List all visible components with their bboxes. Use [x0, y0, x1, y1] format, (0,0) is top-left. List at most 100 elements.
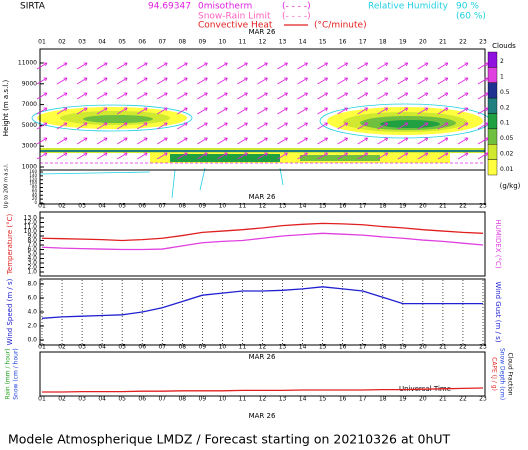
x-tick-label: 15: [319, 39, 327, 46]
legend-style: (- - - -): [282, 12, 311, 22]
x-tick-label: 14: [299, 344, 307, 351]
wind-arrow: [257, 92, 268, 100]
y-tick-label: 60: [32, 188, 38, 193]
colorbar-label: 0.2: [500, 104, 510, 111]
wind-arrow: [56, 77, 68, 85]
wind-arrow: [137, 62, 148, 70]
y-tick-label: 9.0: [27, 233, 37, 240]
colorbar-label: 0.5: [500, 89, 510, 96]
x-tick-label: 05: [118, 39, 126, 46]
x-tick-label: 22: [459, 396, 467, 403]
y2-axis-label: Wind Gust (m / s): [494, 281, 502, 342]
wind-arrow: [217, 137, 228, 145]
wind-arrow: [96, 152, 108, 160]
wind-arrow: [157, 137, 168, 145]
x-tick-label: 13: [279, 203, 287, 210]
station: SIRTA: [20, 2, 46, 12]
y-tick-label: 3000: [22, 143, 37, 150]
y-tick-label: 20: [32, 196, 38, 201]
date-label: MAR 26: [249, 412, 276, 420]
wind-arrow: [437, 62, 449, 70]
wind-arrow: [56, 107, 68, 115]
wind-arrow: [277, 62, 288, 70]
wind-arrow: [76, 62, 88, 70]
x-tick-label: 23: [479, 39, 487, 46]
wind-arrow: [137, 77, 148, 85]
wind-arrow: [337, 77, 349, 85]
x-tick-label: 09: [199, 203, 207, 210]
wind-arrow: [457, 92, 469, 100]
x-tick-label: 02: [58, 396, 66, 403]
x-tick-label: 06: [138, 203, 146, 210]
wind-arrow: [96, 107, 108, 115]
wind-arrow: [437, 137, 449, 145]
y-tick-label: 0.0: [27, 337, 37, 344]
wind-arrow: [197, 77, 208, 85]
wind-arrow: [157, 77, 168, 85]
wind-arrow: [237, 122, 248, 130]
y-tick-label: 140: [29, 173, 37, 178]
wind-arrow: [177, 92, 188, 100]
wind-arrow: [317, 152, 328, 160]
x-tick-label: 06: [138, 39, 146, 46]
wind-arrow: [457, 62, 469, 70]
wind-arrow: [457, 152, 469, 160]
x-tick-label: 10: [219, 344, 227, 351]
wind-arrow: [137, 92, 148, 100]
colorbar-label: 0.1: [500, 120, 510, 127]
x-tick-label: 20: [419, 203, 427, 210]
x-tick-label: 22: [459, 203, 467, 210]
x-tick-label: 23: [479, 203, 487, 210]
x-tick-label: 08: [178, 39, 186, 46]
x-tick-label: 11: [239, 203, 247, 210]
wind-arrow: [417, 122, 429, 130]
wind-arrow: [297, 62, 308, 70]
wind-arrow: [177, 152, 188, 160]
footer: Modele Atmospherique LMDZ / Forecast sta…: [8, 432, 451, 447]
wind-arrow: [317, 62, 328, 70]
colorbar-swatch: [487, 97, 498, 114]
x-tick-label: 02: [58, 39, 66, 46]
wind-arrow: [277, 152, 288, 160]
x-tick-label: 01: [38, 203, 46, 210]
series-line: [41, 232, 484, 251]
series-line: [42, 387, 484, 393]
rh-level: 90 %: [456, 2, 479, 12]
wind-arrow: [116, 122, 128, 130]
x-tick-label: 18: [379, 203, 387, 210]
y2-axis-label: Cloud Fraction: [507, 353, 514, 396]
wind-arrow: [297, 77, 308, 85]
wind-arrow: [237, 107, 248, 115]
y-tick-label: 10.0: [24, 228, 38, 235]
wind-arrow: [277, 77, 288, 85]
wind-arrow: [157, 122, 168, 130]
wind-arrow: [36, 122, 48, 130]
x-tick-label: 13: [279, 396, 287, 403]
x-tick-label: 17: [359, 396, 367, 403]
wind-arrow: [317, 77, 328, 85]
panel-frame: [39, 351, 486, 397]
y-tick-label: 5000: [22, 122, 37, 129]
y-axis-label: Up to 200 m a.s.l.: [4, 163, 10, 208]
wind-arrow: [397, 77, 409, 85]
wind-arrow: [297, 122, 308, 130]
wind-arrow: [477, 62, 489, 70]
x-tick-label: 17: [359, 344, 367, 351]
colorbar-swatch: [487, 82, 498, 99]
coord: 94.69347: [148, 2, 191, 12]
x-tick-label: 10: [219, 39, 227, 46]
x-tick-label: 19: [399, 39, 407, 46]
wind-arrow: [437, 152, 449, 160]
wind-arrow: [397, 122, 409, 130]
y-tick-label: 80: [32, 185, 38, 190]
x-tick-label: 10: [219, 396, 227, 403]
x-tick-label: 02: [58, 203, 66, 210]
x-tick-label: 01: [38, 396, 46, 403]
wind-arrow: [357, 92, 369, 100]
y-tick-label: 7.0: [27, 242, 37, 249]
wind-arrow: [237, 92, 248, 100]
x-tick-label: 06: [138, 396, 146, 403]
wind-arrow: [56, 92, 68, 100]
wind-arrow: [56, 62, 68, 70]
x-tick-label: 12: [259, 39, 267, 46]
